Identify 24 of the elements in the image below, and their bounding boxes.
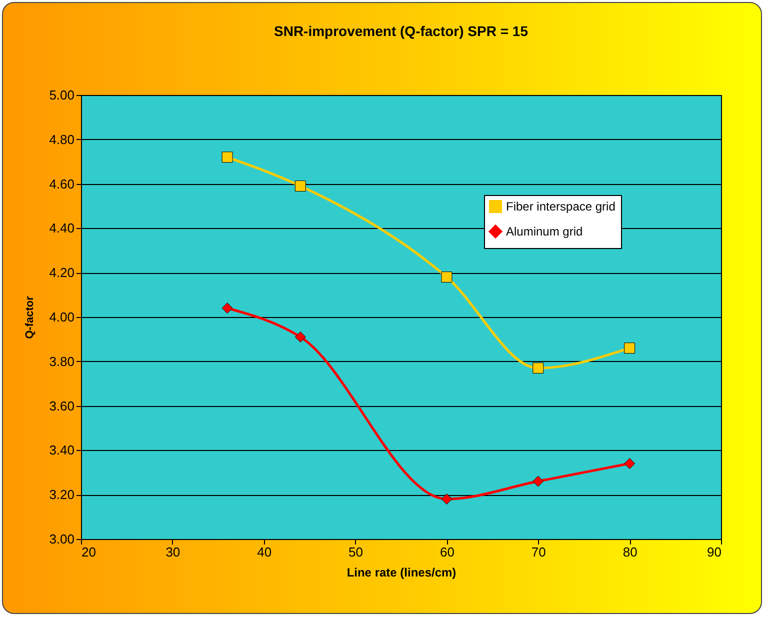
x-tick-label: 90 [707, 544, 722, 560]
x-tick-label: 60 [440, 544, 454, 560]
y-axis-title: Q-factor [24, 295, 36, 339]
x-tick-label: 70 [531, 544, 546, 560]
x-tick-label: 50 [348, 544, 364, 560]
chart-title: SNR-improvement (Q-factor) SPR = 15 [274, 23, 528, 39]
legend-label: Fiber interspace grid [506, 200, 616, 214]
y-tick-label: 4.80 [49, 132, 74, 147]
y-tick-label: 4.00 [49, 310, 74, 324]
y-tick-label: 3.00 [49, 532, 74, 546]
x-tick-label: 20 [82, 544, 96, 560]
y-tick-label: 3.80 [49, 354, 74, 369]
y-tick-label: 4.60 [49, 176, 74, 192]
x-tick-label: 40 [257, 544, 272, 560]
y-tick-label: 5.00 [49, 88, 74, 102]
y-tick-label: 4.40 [49, 220, 74, 236]
y-tick-label: 3.60 [49, 398, 74, 414]
x-tick-label: 80 [622, 544, 638, 560]
y-tick-label: 3.40 [49, 442, 74, 458]
x-tick-label: 30 [166, 544, 180, 560]
y-tick-label: 4.20 [49, 265, 74, 280]
x-axis-title: Line rate (lines/cm) [346, 566, 456, 580]
y-tick-label: 3.20 [49, 487, 74, 502]
legend-label: Aluminum grid [506, 224, 583, 238]
